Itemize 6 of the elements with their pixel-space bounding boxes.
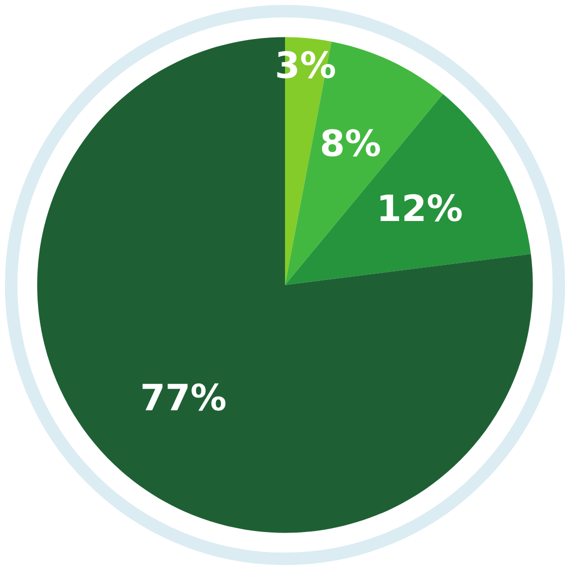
data-label: 3% bbox=[277, 51, 336, 78]
data-label: 12% bbox=[380, 194, 462, 222]
data-label: 8% bbox=[322, 129, 380, 156]
pie-slice bbox=[285, 94, 531, 285]
pie-slice bbox=[37, 37, 533, 533]
data-label: 77% bbox=[142, 383, 226, 411]
